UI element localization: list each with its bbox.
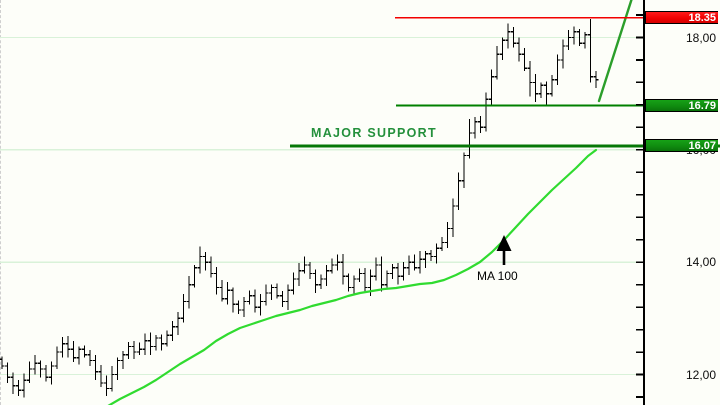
axis-label-18: 18,00 (685, 30, 716, 45)
axis-label-12: 12,00 (685, 367, 716, 382)
major-support-label: MAJOR SUPPORT (311, 126, 437, 140)
ma100-label: MA 100 (477, 269, 518, 283)
axis-label-14: 14,00 (685, 255, 716, 270)
major-support-price-tag: 16.07 (645, 139, 718, 153)
ma100-line (107, 148, 598, 405)
support-price-tag: 16.79 (645, 98, 718, 112)
left-dashed-border (0, 0, 1, 405)
resistance-price-tag: 18.35 (645, 11, 718, 25)
projection-arrow-line (597, 0, 633, 103)
ma100-arrow-head (496, 235, 512, 251)
